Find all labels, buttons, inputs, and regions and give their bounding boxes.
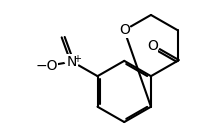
Text: O: O <box>147 39 158 53</box>
Circle shape <box>37 61 55 72</box>
Text: N: N <box>67 55 77 69</box>
Circle shape <box>39 62 53 70</box>
Text: −O: −O <box>35 59 58 73</box>
Text: +: + <box>73 54 81 64</box>
Circle shape <box>145 42 159 51</box>
Circle shape <box>65 57 79 66</box>
Circle shape <box>117 26 131 35</box>
Text: O: O <box>119 23 130 37</box>
